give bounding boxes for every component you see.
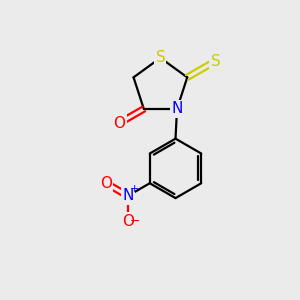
Text: N: N — [171, 101, 183, 116]
Text: O: O — [100, 176, 112, 191]
Text: O: O — [113, 116, 125, 130]
Text: O: O — [122, 214, 134, 229]
Text: N: N — [122, 188, 134, 203]
Text: S: S — [155, 50, 165, 65]
Text: S: S — [211, 53, 220, 68]
Text: +: + — [130, 184, 139, 194]
Text: −: − — [130, 214, 141, 228]
